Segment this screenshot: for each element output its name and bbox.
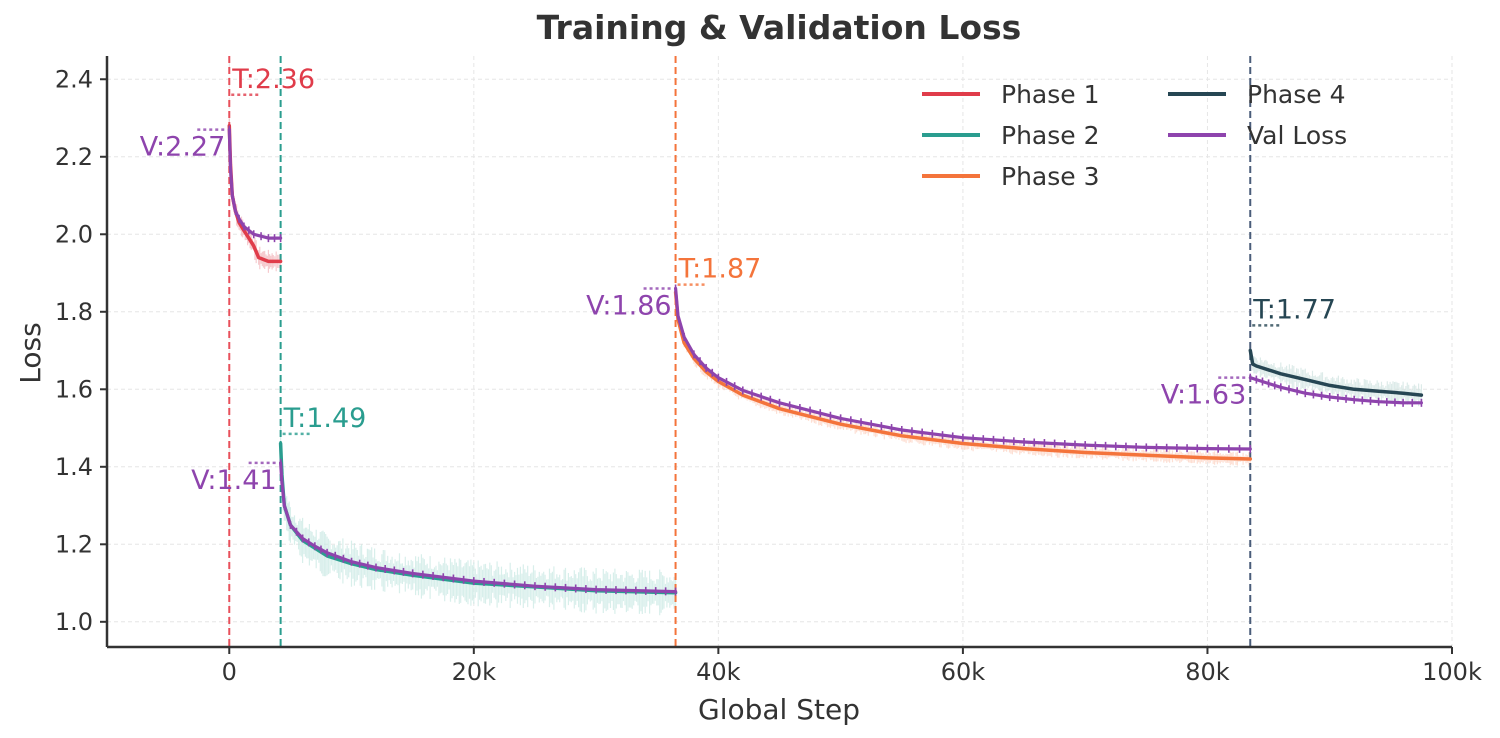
x-tick-label: 80k <box>1185 658 1230 686</box>
x-tick-label: 60k <box>941 658 986 686</box>
y-tick-label: 2.0 <box>55 220 93 248</box>
series-line-phase-4 <box>1248 348 1424 397</box>
legend-label: Phase 4 <box>1247 80 1346 109</box>
x-tick-label: 100k <box>1422 658 1482 686</box>
x-tick-label: 20k <box>452 658 497 686</box>
annotation-label: V:1.41 <box>191 465 276 496</box>
annotation-label: V:1.63 <box>1161 380 1246 411</box>
y-tick-label: 2.4 <box>55 65 93 93</box>
legend-label: Phase 1 <box>1001 80 1100 109</box>
annotation-label: T:1.77 <box>1252 294 1336 325</box>
legend: Phase 1 Phase 2 Phase 3 Phase 4 Val Loss <box>922 80 1347 191</box>
annotation-label: V:2.27 <box>140 132 225 163</box>
annotation-label: T:2.36 <box>231 64 315 95</box>
y-tick-label: 1.8 <box>55 298 93 326</box>
annotation-label: T:1.87 <box>678 254 762 285</box>
x-tick-label: 0 <box>222 658 237 686</box>
legend-label: Phase 3 <box>1001 162 1100 191</box>
grid <box>107 56 1453 647</box>
legend-label: Val Loss <box>1247 121 1347 150</box>
series-lines <box>227 124 1424 596</box>
legend-label: Phase 2 <box>1001 121 1100 150</box>
y-tick-label: 1.2 <box>55 530 93 558</box>
annotation-label: V:1.86 <box>586 291 671 322</box>
y-tick-label: 1.6 <box>55 375 93 403</box>
axes <box>105 56 1452 649</box>
series-line-val-loss <box>674 286 1252 451</box>
annotations: T:2.36 V:2.27 T:1.49V:1.41 T:1.87V:1.86 T:1.… <box>140 64 1336 496</box>
noise-bands <box>228 118 1422 616</box>
y-tick-label: 1.0 <box>55 608 93 636</box>
series-line-phase-3 <box>673 290 1253 461</box>
x-axis-title: Global Step <box>698 693 860 726</box>
x-tick-label: 40k <box>696 658 741 686</box>
chart-title: Training & Validation Loss <box>537 8 1022 47</box>
y-tick-label: 1.4 <box>55 453 93 481</box>
annotation-label: T:1.49 <box>283 403 367 434</box>
y-tick-label: 2.2 <box>55 143 93 171</box>
y-axis-title: Loss <box>14 322 47 383</box>
ticks: 1.0 1.2 1.4 1.6 1.8 2.0 2.2 2.4 0 20k 40k 60k 80k 100… <box>55 65 1482 686</box>
